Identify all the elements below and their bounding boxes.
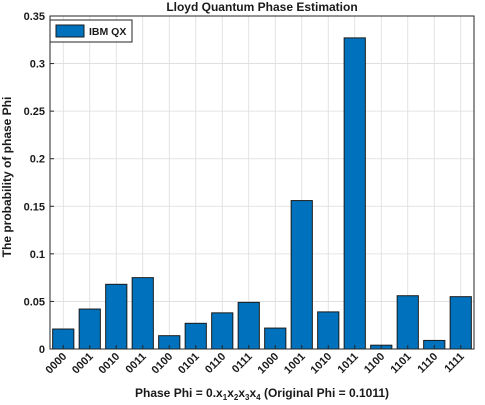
bar-0111 — [237, 301, 260, 350]
x-tick-label: 0010 — [97, 351, 123, 377]
x-tick-label: 0101 — [176, 351, 202, 377]
x-label-variable: x — [227, 386, 234, 400]
legend-swatch — [55, 24, 85, 38]
x-tick-label: 0000 — [44, 351, 70, 377]
bar-1001 — [290, 200, 313, 350]
x-tick-label: 1110 — [415, 351, 440, 376]
y-tick-label: 0.3 — [30, 59, 45, 71]
legend-label: IBM QX — [89, 26, 126, 38]
chart-title: Lloyd Quantum Phase Estimation — [166, 0, 357, 14]
x-tick-label: 1010 — [309, 351, 335, 377]
bar-0110 — [211, 312, 234, 350]
bar-1101 — [396, 295, 419, 350]
y-tick-label: 0.35 — [24, 11, 45, 23]
x-tick-label: 1100 — [362, 351, 387, 376]
bar-0001 — [78, 308, 101, 350]
legend: IBM QX — [49, 19, 133, 43]
x-label-subscript: 3 — [245, 393, 250, 402]
bar-1011 — [343, 37, 366, 350]
x-tick-label: 1001 — [282, 351, 308, 377]
x-axis-label: Phase Phi = 0.x1x2x3x4 (Original Phi = 0… — [135, 386, 389, 402]
grid-lines — [50, 15, 474, 350]
x-label-subscript: 1 — [223, 393, 228, 402]
x-tick-label: 1101 — [389, 351, 414, 376]
y-axis-label: The probability of phase Phi — [0, 97, 14, 258]
bar-1010 — [317, 311, 340, 350]
x-tick-label: 0111 — [230, 351, 255, 376]
y-tick-label: 0.2 — [30, 154, 45, 166]
x-tick-label: 1111 — [442, 351, 467, 376]
x-label-suffix: (Original Phi = 0.1011) — [261, 386, 389, 400]
x-tick-label: 0001 — [70, 351, 96, 377]
bar-1111 — [449, 296, 472, 350]
bar-0010 — [105, 283, 128, 350]
x-tick-label: 0110 — [203, 351, 228, 376]
y-tick-label: 0.15 — [24, 201, 45, 213]
y-tick-label: 0 — [39, 344, 45, 356]
x-label-prefix: Phase Phi = 0. — [135, 386, 216, 400]
bar-0011 — [131, 277, 154, 350]
plot-frame — [49, 15, 475, 350]
x-tick-label: 1000 — [256, 351, 282, 377]
x-tick-label: 1011 — [336, 351, 361, 376]
x-label-variable: x — [238, 386, 245, 400]
x-tick-label: 0011 — [124, 351, 149, 376]
x-tick-label: 0100 — [150, 351, 176, 377]
x-label-variable: x — [216, 386, 223, 400]
y-tick-label: 0.25 — [24, 106, 45, 118]
y-tick-label: 0.1 — [30, 249, 45, 261]
x-axis-ticks: 0000 0001 0010 0011 0100 0101 0110 0111 1000 1001… — [44, 345, 467, 376]
x-label-subscript: 4 — [256, 393, 261, 402]
y-axis-ticks: 0 0.05 0.1 0.15 0.2 0.25 0.3 0.35 — [24, 11, 54, 356]
bars — [52, 37, 472, 350]
x-label-subscript: 2 — [234, 393, 239, 402]
x-label-variable: x — [249, 386, 256, 400]
y-tick-label: 0.05 — [24, 296, 45, 308]
